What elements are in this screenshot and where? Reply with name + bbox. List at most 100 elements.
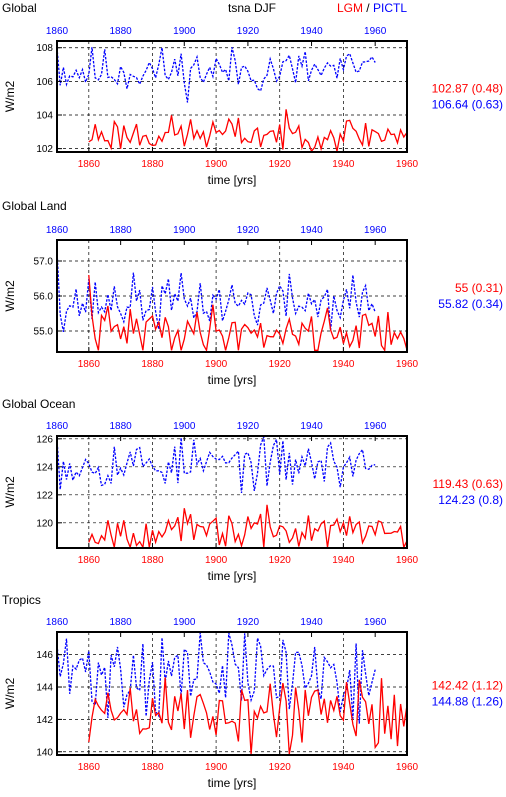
stat-label: 142.42 (1.12) [432, 679, 503, 693]
top-x-tick-label: 1860 [46, 26, 69, 37]
variable-title: tsna DJF [228, 1, 276, 15]
y-tick-label: 122 [36, 490, 53, 501]
panel-0: Global 1860 1880 1900 1920 1940 1960 1860 1880 19… [2, 1, 503, 187]
x-tick-label: 1900 [205, 159, 228, 170]
top-x-tick-label: 1860 [46, 421, 69, 432]
x-tick-label: 1900 [205, 555, 228, 566]
top-x-tick-label: 1900 [173, 421, 196, 432]
x-tick-label: 1860 [78, 159, 101, 170]
pictl-series-line [56, 47, 376, 103]
top-x-tick-label: 1880 [110, 421, 133, 432]
y-tick-label: 142 [36, 715, 53, 726]
x-axis-label: time [yrs] [208, 173, 257, 187]
y-tick-label: 120 [36, 518, 53, 529]
y-tick-label: 140 [36, 747, 53, 758]
stat-label: 119.43 (0.63) [433, 477, 504, 491]
lgm-series-line [88, 677, 408, 755]
x-axis-label: time [yrs] [208, 569, 257, 583]
x-tick-label: 1960 [396, 762, 419, 773]
x-axis-label: time [yrs] [208, 776, 257, 790]
panel-title: Tropics [2, 593, 41, 607]
y-tick-label: 124 [36, 462, 53, 473]
plot-frame [56, 40, 408, 153]
plot-frame [56, 631, 408, 756]
x-tick-label: 1960 [396, 359, 419, 370]
panel-title: Global Ocean [2, 397, 75, 411]
top-x-tick-label: 1940 [300, 225, 323, 236]
x-tick-label: 1860 [78, 762, 101, 773]
legend-pictl: PICTL [373, 1, 407, 15]
stat-label: 55.82 (0.34) [438, 297, 503, 311]
y-axis-label: W/m2 [3, 81, 17, 113]
x-tick-label: 1960 [396, 555, 419, 566]
y-tick-label: 146 [36, 650, 53, 661]
lgm-series-line [88, 274, 408, 353]
pictl-series-line [56, 632, 376, 724]
x-tick-label: 1920 [269, 359, 292, 370]
plot-frame [56, 435, 408, 549]
top-x-tick-label: 1900 [173, 26, 196, 37]
x-tick-label: 1880 [141, 159, 164, 170]
x-tick-label: 1940 [332, 359, 355, 370]
top-x-tick-label: 1880 [110, 617, 133, 628]
x-tick-label: 1940 [332, 555, 355, 566]
x-tick-label: 1860 [78, 555, 101, 566]
pictl-series-line [56, 436, 376, 494]
panel-title: Global Land [2, 199, 67, 213]
top-x-tick-label: 1920 [237, 225, 260, 236]
x-tick-label: 1920 [269, 762, 292, 773]
x-tick-label: 1860 [78, 359, 101, 370]
x-tick-label: 1960 [396, 159, 419, 170]
top-x-tick-label: 1880 [110, 225, 133, 236]
top-x-tick-label: 1900 [173, 225, 196, 236]
y-tick-label: 106 [36, 77, 53, 88]
stat-label: 55 (0.31) [455, 281, 503, 295]
top-x-tick-label: 1960 [364, 26, 387, 37]
panel-1: Global Land 1860 1880 1900 1920 1940 1960 1860 1… [2, 199, 503, 387]
x-tick-label: 1920 [269, 555, 292, 566]
y-tick-label: 104 [36, 111, 53, 122]
top-x-tick-label: 1940 [300, 421, 323, 432]
y-tick-label: 56.0 [34, 292, 54, 303]
legend-separator: / [363, 1, 373, 15]
y-tick-label: 108 [36, 43, 53, 54]
stat-label: 124.23 (0.8) [438, 493, 503, 507]
stat-label: 106.64 (0.63) [432, 98, 503, 112]
legend-lgm: LGM [337, 1, 363, 15]
legend-text: LGM / PICTL [337, 1, 407, 15]
panel-title: Global [2, 1, 37, 15]
x-tick-label: 1940 [332, 159, 355, 170]
top-x-tick-label: 1960 [364, 225, 387, 236]
top-x-tick-label: 1960 [364, 421, 387, 432]
y-tick-label: 57.0 [34, 257, 54, 268]
stat-label: 144.88 (1.26) [432, 695, 503, 709]
x-tick-label: 1880 [141, 762, 164, 773]
top-x-tick-label: 1880 [110, 26, 133, 37]
top-x-tick-label: 1920 [237, 26, 260, 37]
top-x-tick-label: 1860 [46, 225, 69, 236]
x-tick-label: 1900 [205, 359, 228, 370]
top-x-tick-label: 1940 [300, 617, 323, 628]
stat-label: 102.87 (0.48) [432, 82, 503, 96]
y-tick-label: 126 [36, 434, 53, 445]
top-x-tick-label: 1940 [300, 26, 323, 37]
top-x-tick-label: 1920 [237, 617, 260, 628]
y-tick-label: 55.0 [34, 327, 54, 338]
lgm-series-line [88, 109, 408, 153]
y-tick-label: 144 [36, 683, 53, 694]
top-x-tick-label: 1920 [237, 421, 260, 432]
y-axis-label: W/m2 [3, 280, 17, 312]
y-axis-label: W/m2 [3, 678, 17, 710]
x-tick-label: 1880 [141, 359, 164, 370]
x-axis-label: time [yrs] [208, 373, 257, 387]
y-axis-label: W/m2 [3, 476, 17, 508]
top-x-tick-label: 1900 [173, 617, 196, 628]
panel-2: Global Ocean 1860 1880 1900 1920 1940 1960 1860… [2, 397, 503, 583]
x-tick-label: 1920 [269, 159, 292, 170]
x-tick-label: 1900 [205, 762, 228, 773]
panel-3: Tropics 1860 1880 1900 1920 1940 1960 1860 1880 1… [2, 593, 503, 790]
pictl-series-line [56, 250, 376, 333]
